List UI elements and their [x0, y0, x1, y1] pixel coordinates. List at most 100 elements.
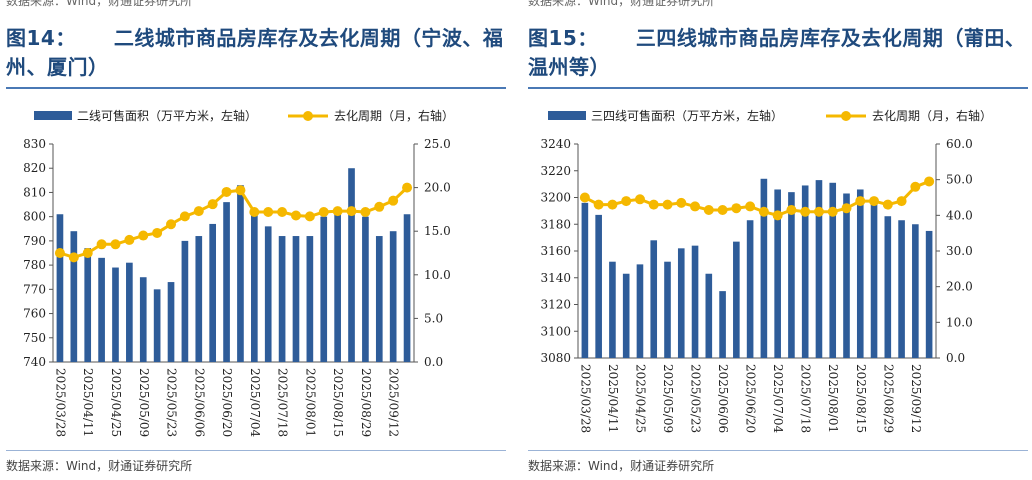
x-axis-tick-label: 2025/08/29	[359, 368, 373, 437]
left-axis-tick-label: 820	[23, 161, 46, 175]
bar	[898, 220, 905, 358]
title-divider	[528, 87, 1028, 89]
x-axis-tick-label: 2025/03/28	[53, 368, 67, 437]
right-axis-tick-label: 0.0	[946, 351, 965, 365]
line-point	[193, 206, 204, 217]
bar	[264, 226, 272, 362]
line-point	[96, 239, 107, 250]
chart-secondtier-inventory: 740 750 760 770 780 790 800 810 820 830 0.0 5.0 10.0…	[23, 108, 454, 438]
bar	[664, 261, 671, 358]
bar	[292, 236, 300, 362]
line-point	[263, 207, 274, 218]
line-point	[800, 206, 811, 217]
line-point	[68, 252, 79, 263]
bar	[70, 231, 78, 362]
bar	[334, 214, 341, 362]
bar	[609, 261, 616, 358]
line-point	[648, 199, 659, 210]
bar	[801, 185, 809, 358]
bar	[98, 257, 105, 362]
figure-number: 图14：	[6, 26, 76, 50]
bar	[870, 202, 878, 358]
line-point	[318, 207, 329, 218]
line-point	[235, 185, 246, 196]
figure-number: 图15：	[528, 26, 598, 50]
bar	[746, 220, 754, 358]
bar	[181, 240, 189, 362]
x-axis-tick-label: 2025/05/23	[689, 364, 703, 433]
legend-bar-label: 二线可售面积（万平方米，左轴）	[77, 108, 257, 123]
line-point	[332, 206, 343, 217]
x-axis-tick-label: 2025/08/01	[303, 368, 317, 437]
x-axis-tick-label: 2025/04/25	[633, 364, 647, 433]
bar	[650, 240, 658, 358]
line-point	[676, 197, 687, 208]
bar	[153, 289, 161, 362]
bar	[209, 223, 217, 362]
bar	[774, 189, 781, 358]
line-point	[152, 227, 163, 238]
line-point	[841, 203, 852, 214]
left-axis-tick-label: 740	[23, 355, 46, 369]
left-axis-tick-label: 3220	[540, 164, 571, 178]
right-axis-tick-label: 40.0	[946, 208, 973, 222]
bar	[250, 209, 258, 362]
x-axis-tick-label: 2025/09/12	[387, 368, 401, 437]
bar	[856, 189, 864, 358]
legend-bar-swatch	[548, 111, 586, 120]
left-axis-tick-label: 3180	[540, 217, 571, 231]
bar	[884, 216, 892, 358]
chart-thirdfourth-tier-inventory: 3080 3100 3120 3140 3160 3180 3200 3220 3240 0.0 1…	[540, 108, 992, 434]
line-point	[110, 239, 121, 250]
top-source-note: 数据来源：Wind，财通证券研究所	[528, 0, 715, 8]
bar	[84, 248, 92, 362]
line-point	[910, 181, 921, 192]
line-point	[813, 206, 824, 217]
x-axis-tick-label: 2025/05/09	[661, 364, 675, 433]
bar	[306, 236, 314, 362]
line-point	[924, 176, 935, 187]
line-point	[593, 199, 604, 210]
legend-bar-swatch	[34, 111, 72, 120]
bottom-source-note: 数据来源：Wind，财通证券研究所	[6, 459, 193, 473]
line-point	[621, 196, 632, 207]
footer-divider	[6, 450, 506, 451]
figure-14-panel: 数据来源：Wind，财通证券研究所 图14： 二线城市商品房库存及去化周期（宁波、…	[6, 0, 506, 480]
line-point	[882, 199, 893, 210]
legend-line-marker	[841, 111, 851, 121]
line-point	[179, 211, 190, 222]
x-axis-tick-label: 2025/08/01	[826, 364, 840, 433]
left-axis-tick-label: 810	[23, 185, 46, 199]
bar	[223, 202, 230, 362]
bar	[829, 182, 837, 358]
figure-title: 图14： 二线城市商品房库存及去化周期（宁波、福州、厦门）	[6, 24, 506, 82]
left-axis-tick-label: 3080	[540, 351, 571, 365]
bar	[622, 273, 630, 358]
bar	[581, 202, 589, 358]
bar	[167, 282, 175, 362]
bar	[375, 236, 383, 362]
bar	[677, 248, 685, 358]
footer-divider	[528, 450, 1028, 451]
x-axis-tick-label: 2025/06/06	[716, 364, 730, 433]
line-point	[402, 182, 413, 193]
bar	[705, 273, 713, 358]
line-point	[869, 196, 880, 207]
left-axis-tick-label: 830	[23, 137, 46, 151]
line-point	[662, 199, 673, 210]
bar	[788, 192, 795, 358]
legend-line-label: 去化周期（月，右轴）	[872, 108, 992, 123]
line-point	[579, 192, 590, 203]
bar	[636, 264, 644, 358]
line-point	[346, 206, 357, 217]
line-point	[277, 207, 288, 218]
right-axis-tick-label: 20.0	[424, 181, 451, 195]
bar	[595, 214, 602, 358]
bar	[912, 224, 919, 358]
bar	[925, 230, 933, 358]
x-axis-tick-label: 2025/08/15	[854, 364, 868, 433]
x-axis-tick-label: 2025/07/18	[799, 364, 813, 433]
bar	[760, 178, 768, 358]
right-axis-tick-label: 15.0	[424, 224, 451, 238]
left-axis-tick-label: 3160	[540, 244, 571, 258]
